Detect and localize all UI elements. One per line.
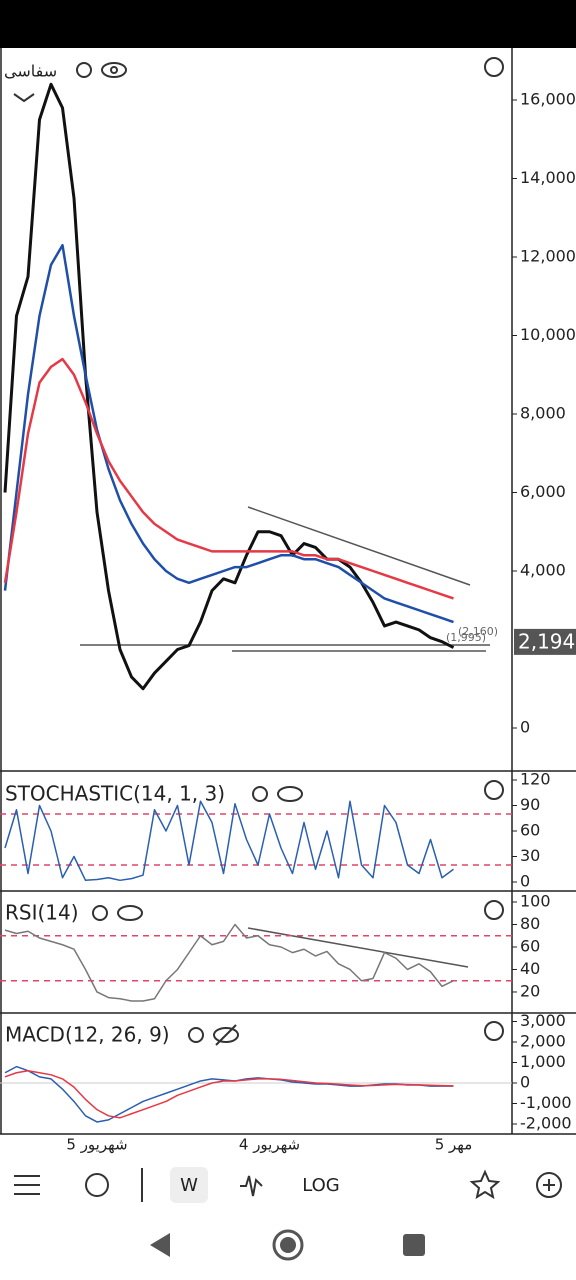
- series-line: [4, 1069, 454, 1119]
- nav-home[interactable]: [272, 1229, 304, 1261]
- series-line: [3, 357, 454, 600]
- log-toggle[interactable]: LOG: [302, 1175, 340, 1196]
- y-tick-label: 12,000: [520, 247, 576, 266]
- x-tick-label: 4 شهریور: [239, 1136, 300, 1154]
- y-tick-label: 100: [520, 891, 551, 910]
- series-line: [3, 82, 455, 691]
- x-tick-label: 5 مهر: [435, 1136, 473, 1154]
- status-bar: [0, 0, 576, 48]
- y-tick-label: 14,000: [520, 168, 576, 187]
- y-tick-label: 0: [520, 1073, 530, 1092]
- y-tick-label: 3,000: [520, 1011, 566, 1030]
- series-line: [4, 800, 454, 882]
- header-icons[interactable]: [13, 57, 504, 1046]
- nav-back[interactable]: [150, 1233, 170, 1257]
- y-tick-label: 120: [520, 769, 551, 788]
- y-tick-label: 60: [520, 821, 540, 840]
- annotation: (2,160): [458, 625, 498, 638]
- drawn-lines: [80, 506, 490, 968]
- y-tick-label: 0: [520, 872, 530, 891]
- last-price-box: [514, 628, 576, 655]
- y-tick-label: -1,000: [520, 1093, 572, 1112]
- y-tick-label: 10,000: [520, 325, 576, 344]
- rsi-title: RSI(14): [5, 901, 79, 925]
- toolbar: W LOG: [14, 1167, 562, 1203]
- y-tick-label: 4,000: [520, 561, 566, 580]
- y-tick-label: 6,000: [520, 482, 566, 501]
- y-tick-label: 30: [520, 846, 540, 865]
- y-tick-label: 16,000: [520, 90, 576, 109]
- x-tick-label: 5 شهریور: [66, 1136, 127, 1154]
- series-line: [4, 923, 454, 1002]
- stoch-title: STOCHASTIC(14, 1, 3): [5, 782, 225, 806]
- series-line: [3, 243, 454, 624]
- nav-home-dot: [280, 1237, 296, 1253]
- nav-recent[interactable]: [403, 1234, 425, 1256]
- y-tick-label: 90: [520, 795, 540, 814]
- symbol-title: سفاسی: [4, 62, 57, 81]
- y-tick-label: 0: [520, 718, 530, 737]
- y-tick-label: 40: [520, 959, 540, 978]
- y-tick-label: 60: [520, 936, 540, 955]
- y-tick-label: 8,000: [520, 404, 566, 423]
- y-tick-label: 2,000: [520, 1032, 566, 1051]
- annotation: (1,995): [446, 631, 486, 644]
- y-tick-label: 80: [520, 914, 540, 933]
- series-line: [4, 1065, 454, 1123]
- y-tick-label: -2,000: [520, 1114, 572, 1133]
- y-tick-label: 1,000: [520, 1052, 566, 1071]
- frame: [0, 48, 576, 1135]
- macd-title: MACD(12, 26, 9): [5, 1023, 170, 1047]
- nav-bar: [150, 1229, 425, 1261]
- y-tick-label: 20: [520, 981, 540, 1000]
- interval-bg: [170, 1167, 208, 1203]
- interval[interactable]: W: [180, 1175, 198, 1196]
- last-price-label: 2,194: [518, 629, 575, 653]
- toolbar-icons[interactable]: [14, 1168, 562, 1202]
